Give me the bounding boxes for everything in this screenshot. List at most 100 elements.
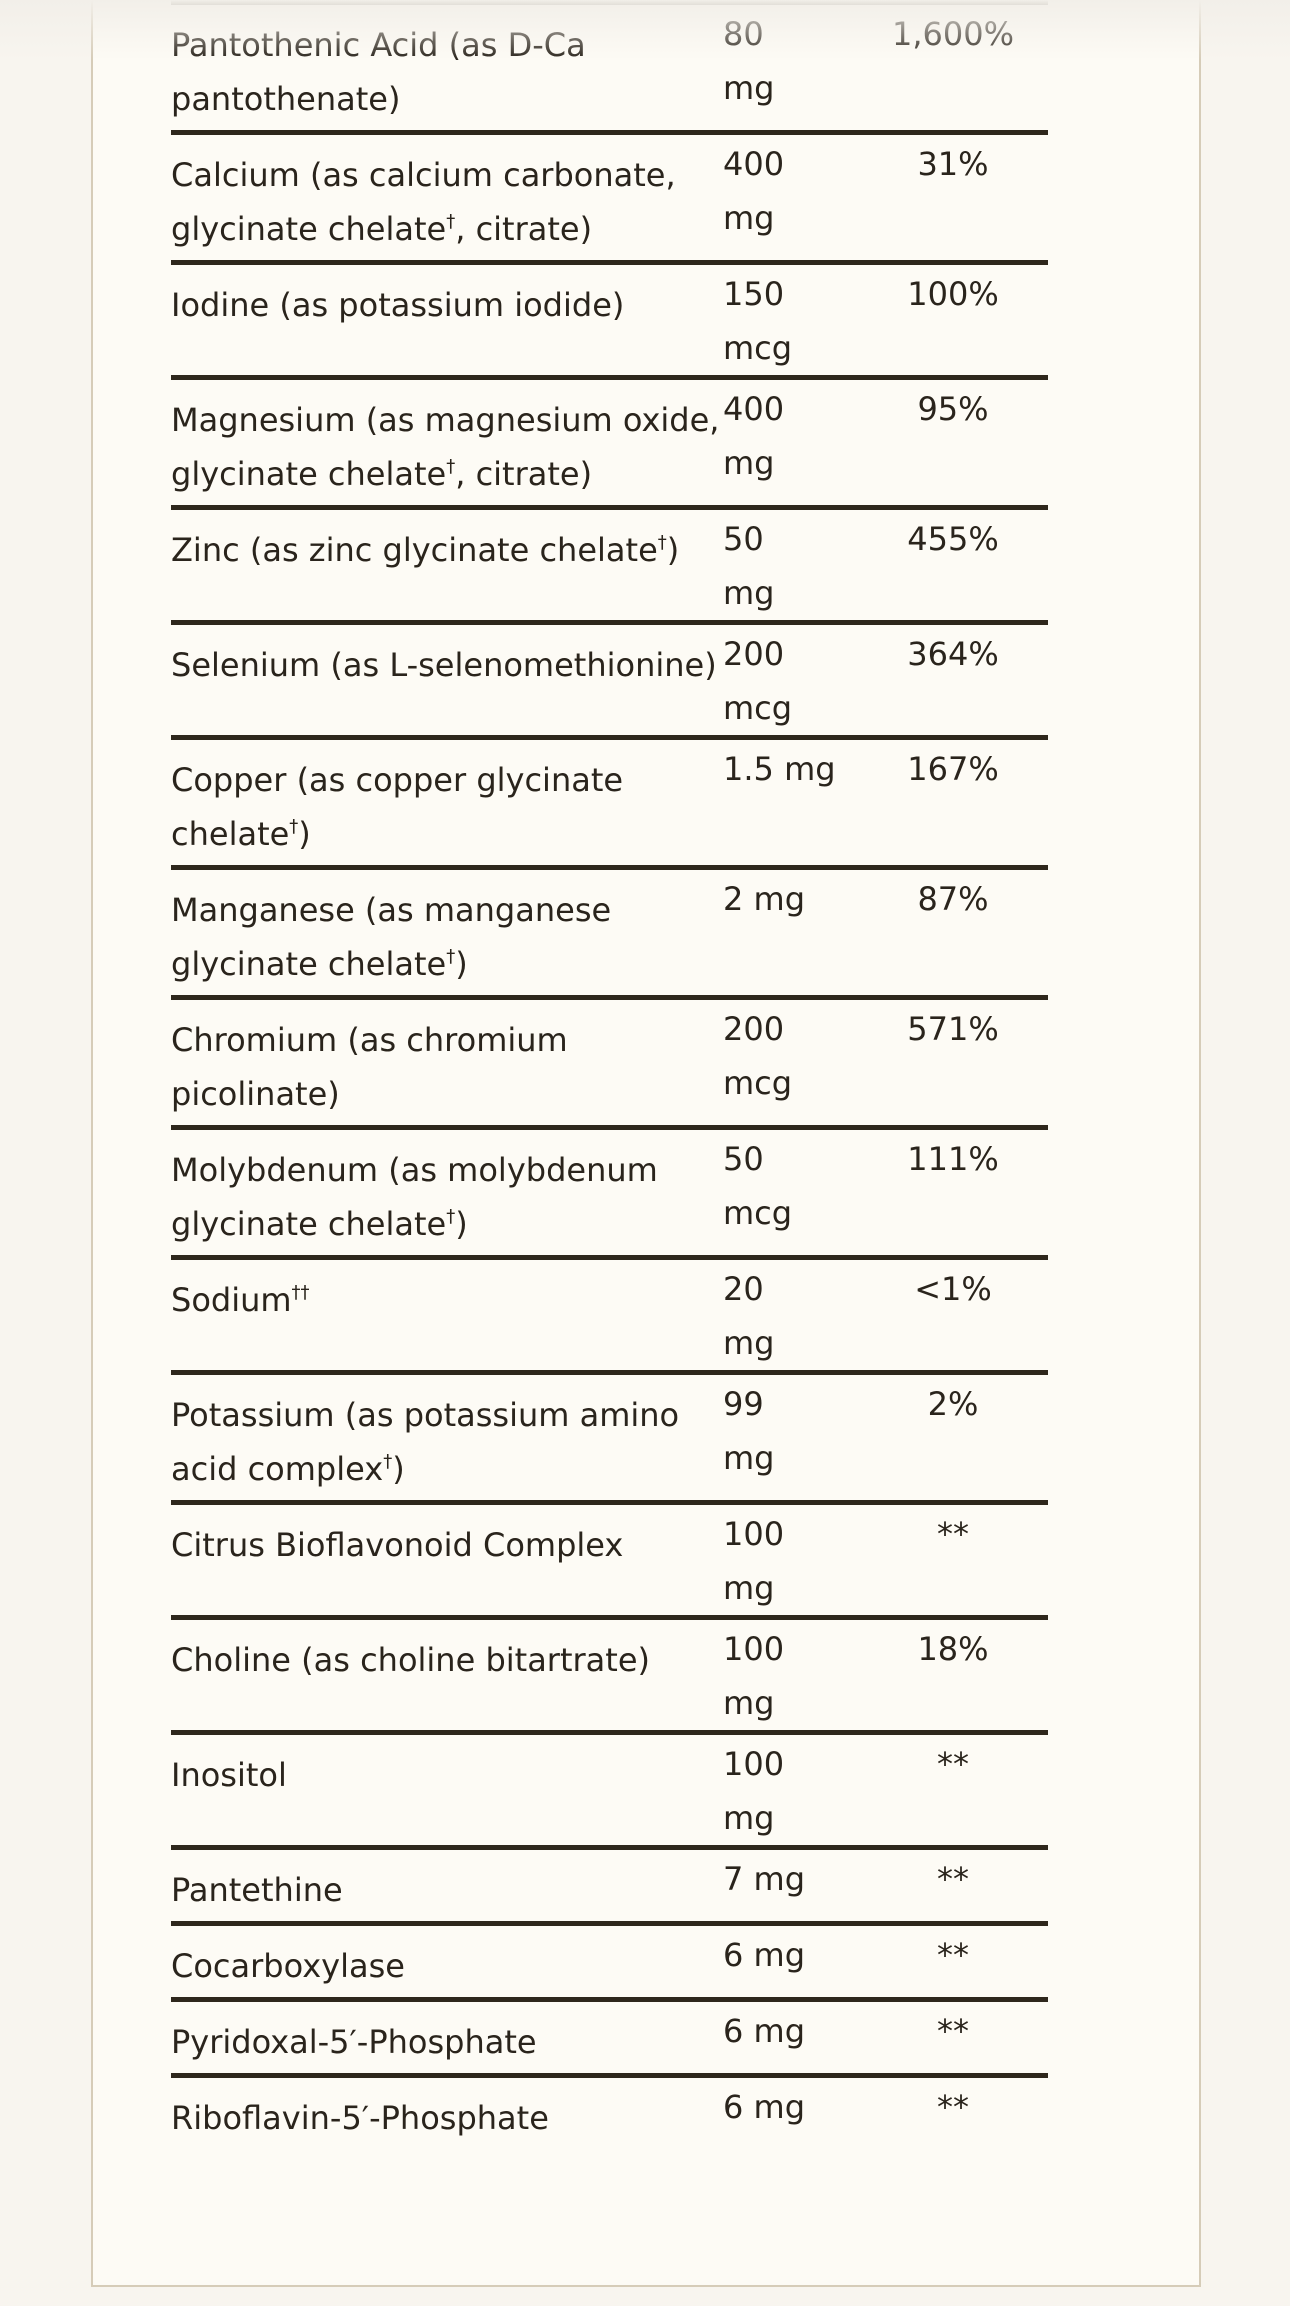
nutrient-name: Zinc (as zinc glycinate chelate†) [171,510,723,620]
daily-value: 95% [917,390,989,428]
table-row: Sodium†† 20 mg <1% [171,1255,1048,1370]
nutrient-label-suffix: ) [455,1205,468,1243]
daily-value: 18% [917,1630,989,1668]
nutrient-name: Molybdenum (as molybdenum glycinate chel… [171,1130,723,1255]
amount-per-serving: 100 mg [723,1515,785,1607]
nutrient-name: Potassium (as potassium amino acid compl… [171,1375,723,1500]
daily-value: 2% [927,1385,979,1423]
table-row: Inositol 100 mg ** [171,1730,1048,1845]
footnote-mark: † [446,211,456,232]
nutrient-label: Manganese (as manganese glycinate chelat… [171,891,612,983]
footnote-mark: †† [291,1282,310,1303]
table-row: Copper (as copper glycinate chelate†) 1.5… [171,735,1048,865]
nutrient-label-suffix: ) [666,531,680,569]
amount-per-serving: 7 mg [723,1860,806,1898]
nutrient-name: Sodium†† [171,1260,723,1370]
amount-per-serving: 6 mg [723,1936,806,1974]
nutrient-label: Calcium (as calcium carbonate, glycinate… [171,156,676,248]
daily-value: 1,600% [891,15,1014,53]
amount-per-serving: 20 mg [723,1270,775,1362]
nutrient-label: Zinc (as zinc glycinate chelate [171,531,658,569]
nutrient-label-suffix: , citrate) [455,210,593,248]
table-row: Pantethine 7 mg ** [171,1845,1048,1921]
amount-per-serving: 80 mg [723,15,775,107]
daily-value: ** [937,1515,969,1553]
nutrient-label: Magnesium (as magnesium oxide, glycinate… [171,401,720,493]
daily-value: 87% [917,880,989,918]
table-row: Pantothenic Acid (as D-Ca pantothenate) 8… [171,0,1048,130]
amount-per-serving: 1.5 mg [723,750,836,788]
footnote-mark: † [289,816,299,837]
table-row: Manganese (as manganese glycinate chelat… [171,865,1048,995]
amount-per-serving: 50 mg [723,520,775,612]
amount-per-serving: 150 mcg [723,275,793,367]
daily-value: ** [937,2012,969,2050]
nutrient-name: Chromium (as chromium picolinate) [171,1000,723,1125]
amount-per-serving: 400 mg [723,390,785,482]
footnote-mark: † [446,456,456,477]
daily-value: 167% [907,750,999,788]
nutrient-label: Pantothenic Acid (as D-Ca pantothenate) [171,26,586,118]
nutrient-name: Iodine (as potassium iodide) [171,265,723,375]
nutrient-name: Calcium (as calcium carbonate, glycinate… [171,135,723,260]
table-row: Selenium (as L-selenomethionine) 200 mcg 3… [171,620,1048,735]
amount-per-serving: 400 mg [723,145,785,237]
daily-value: ** [937,1936,969,1974]
nutrient-label: Choline (as choline bitartrate) [171,1641,650,1679]
nutrient-name: Magnesium (as magnesium oxide, glycinate… [171,380,723,505]
supplement-facts-panel: Pantothenic Acid (as D-Ca pantothenate) 8… [91,0,1201,2287]
nutrient-label-suffix: ) [455,945,468,983]
nutrient-label: Riboflavin-5′-Phosphate [171,2099,549,2137]
nutrient-label: Potassium (as potassium amino acid compl… [171,1396,680,1488]
nutrient-name: Pantethine [171,1850,723,1921]
table-row: Choline (as choline bitartrate) 100 mg 18% [171,1615,1048,1730]
table-row: Molybdenum (as molybdenum glycinate chel… [171,1125,1048,1255]
nutrient-name: Pyridoxal-5′-Phosphate [171,2002,723,2073]
nutrient-label: Selenium (as L-selenomethionine) [171,646,717,684]
table-row: Riboflavin-5′-Phosphate 6 mg ** [171,2073,1048,2149]
nutrient-name: Copper (as copper glycinate chelate†) [171,740,723,865]
nutrient-name: Cocarboxylase [171,1926,723,1997]
footnote-mark: † [657,532,667,553]
daily-value: 100% [907,275,999,313]
table-row: Iodine (as potassium iodide) 150 mcg 100% [171,260,1048,375]
amount-per-serving: 100 mg [723,1630,785,1722]
nutrient-name: Manganese (as manganese glycinate chelat… [171,870,723,995]
table-row: Magnesium (as magnesium oxide, glycinate… [171,375,1048,505]
nutrient-label: Pantethine [171,1871,343,1909]
amount-per-serving: 100 mg [723,1745,785,1837]
nutrient-name: Citrus Bioflavonoid Complex [171,1505,723,1615]
footnote-mark: † [446,946,456,967]
table-row: Potassium (as potassium amino acid compl… [171,1370,1048,1500]
table-row: Chromium (as chromium picolinate) 200 mcg… [171,995,1048,1125]
nutrient-label-suffix: ) [392,1450,405,1488]
nutrient-label: Iodine (as potassium iodide) [171,286,625,324]
footnote-mark: † [383,1451,393,1472]
daily-value: ** [937,1860,969,1898]
amount-per-serving: 99 mg [723,1385,775,1477]
nutrient-name: Pantothenic Acid (as D-Ca pantothenate) [171,5,723,130]
nutrient-label: Pyridoxal-5′-Phosphate [171,2023,537,2061]
amount-per-serving: 6 mg [723,2012,806,2050]
table-row: Pyridoxal-5′-Phosphate 6 mg ** [171,1997,1048,2073]
daily-value: 31% [917,145,989,183]
nutrient-label-suffix: ) [298,815,311,853]
daily-value: ** [937,1745,969,1783]
amount-per-serving: 2 mg [723,880,806,918]
daily-value: 571% [907,1010,999,1048]
nutrient-label: Copper (as copper glycinate chelate [171,761,624,853]
nutrient-name: Riboflavin-5′-Phosphate [171,2078,723,2149]
amount-per-serving: 200 mcg [723,1010,793,1102]
table-row: Cocarboxylase 6 mg ** [171,1921,1048,1997]
supplement-facts-table: Pantothenic Acid (as D-Ca pantothenate) 8… [171,0,1048,2149]
daily-value: <1% [914,1270,992,1308]
table-row: Citrus Bioflavonoid Complex 100 mg ** [171,1500,1048,1615]
amount-per-serving: 50 mcg [723,1140,793,1232]
nutrient-label: Molybdenum (as molybdenum glycinate chel… [171,1151,658,1243]
nutrient-label: Sodium [171,1281,292,1319]
table-row: Zinc (as zinc glycinate chelate†) 50 mg 45… [171,505,1048,620]
amount-per-serving: 6 mg [723,2088,806,2126]
nutrient-label: Cocarboxylase [171,1947,405,1985]
daily-value: 111% [907,1140,999,1178]
table-row: Calcium (as calcium carbonate, glycinate… [171,130,1048,260]
